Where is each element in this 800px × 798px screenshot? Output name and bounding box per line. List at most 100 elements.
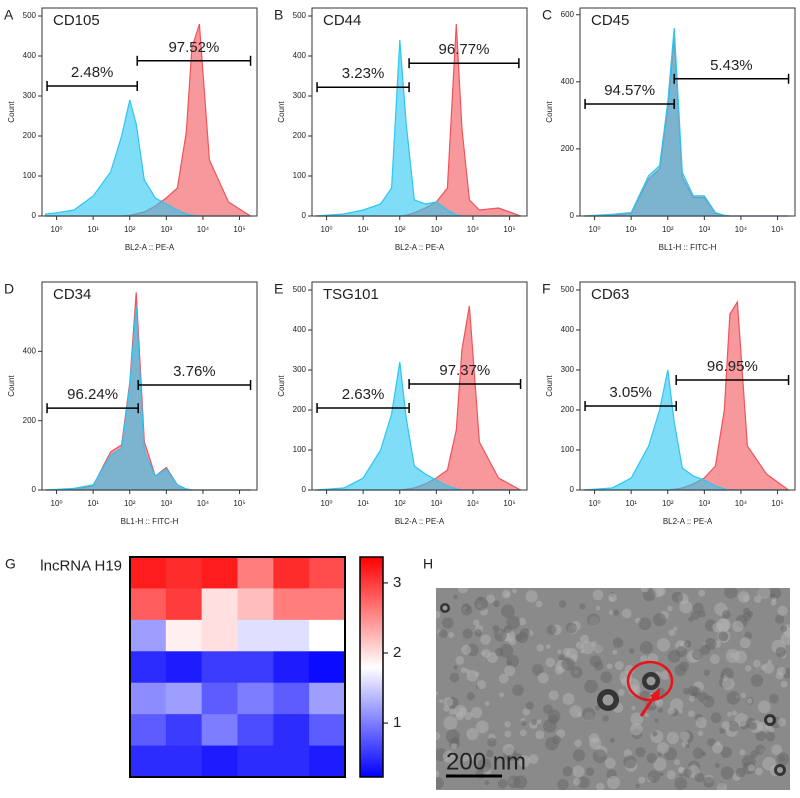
tem-texture (535, 600, 543, 608)
y-tick-label: 0 (32, 211, 37, 220)
tem-texture (750, 750, 758, 758)
heatmap-cell (237, 557, 274, 589)
tem-texture (707, 738, 716, 747)
tem-texture (779, 755, 786, 762)
tem-texture (728, 720, 740, 732)
x-tick-label: 10² (124, 225, 136, 234)
heatmap-cell (130, 651, 167, 684)
tem-texture (683, 687, 690, 695)
x-tick-label: 10² (662, 499, 674, 508)
x-tick-label: 10¹ (357, 225, 369, 234)
tem-vesicle-core (767, 717, 773, 723)
heatmap-cell (309, 745, 346, 778)
tem-texture (580, 634, 590, 644)
x-tick-label: 10⁰ (589, 499, 601, 508)
tem-texture (742, 612, 752, 621)
tem-texture (660, 670, 670, 680)
gate-label: 97.37% (439, 362, 490, 379)
tem-texture (675, 646, 687, 658)
heatmap-cell (273, 714, 310, 747)
heatmap-cell (165, 619, 203, 652)
tem-texture (754, 744, 766, 755)
tem-texture (682, 768, 692, 778)
x-tick-label: 10³ (699, 499, 711, 508)
y-tick-label: 500 (293, 285, 307, 294)
heatmap-cell (273, 619, 310, 652)
x-tick-label: 10⁴ (467, 499, 480, 508)
tem-texture (679, 731, 690, 742)
tem-texture (679, 600, 693, 614)
tem-texture (466, 692, 475, 701)
tem-texture (460, 667, 467, 673)
arrow-shaft (639, 693, 658, 717)
tem-texture (546, 624, 557, 635)
x-tick-label: 10⁴ (197, 499, 210, 508)
y-tick-label: 200 (293, 131, 307, 140)
y-tick-label: 600 (561, 10, 575, 19)
tem-texture (712, 742, 724, 754)
tem-texture (769, 693, 780, 704)
heatmap-cell (309, 619, 346, 652)
x-tick-label: 10³ (161, 225, 173, 234)
tem-texture (502, 743, 515, 756)
highlight-circle (626, 660, 674, 702)
tem-texture (545, 657, 556, 668)
tem-texture (501, 604, 515, 619)
tem-texture (436, 777, 444, 790)
tem-texture (656, 588, 666, 597)
tem-texture (640, 655, 648, 663)
tem-texture (562, 692, 575, 706)
heatmap-cell (165, 557, 203, 589)
heatmap-cell (273, 745, 310, 778)
heatmap-cell (309, 651, 346, 684)
tem-texture (504, 591, 511, 598)
x-tick-label: 10³ (431, 499, 443, 508)
heatmap-cell (201, 557, 238, 589)
histogram-area (315, 23, 521, 217)
tem-texture (775, 647, 786, 658)
tem-texture (612, 649, 618, 656)
tem-texture (765, 732, 776, 742)
heatmap-cell (309, 682, 346, 715)
tem-texture (750, 674, 764, 687)
tem-texture (504, 665, 516, 677)
chart-title: CD44 (323, 12, 361, 29)
tem-texture (453, 665, 458, 670)
tem-texture (531, 664, 544, 676)
tem-texture (586, 613, 600, 627)
tem-texture (623, 755, 637, 769)
heatmap-cell (130, 714, 167, 747)
tem-texture (755, 730, 766, 742)
tem-texture (565, 647, 578, 661)
chart-title: CD34 (53, 286, 91, 303)
tem-texture (467, 754, 475, 762)
tem-texture (607, 776, 620, 789)
tem-texture (504, 721, 511, 728)
tem-texture (497, 778, 508, 789)
tem-image (436, 588, 790, 790)
tem-texture (580, 640, 595, 655)
tem-texture (579, 603, 586, 610)
tem-texture (624, 664, 635, 675)
tem-texture (512, 588, 517, 594)
tem-texture (570, 666, 583, 679)
colorbar (359, 556, 384, 778)
tem-texture (780, 680, 788, 688)
tem-texture (716, 618, 730, 633)
tem-texture (630, 723, 643, 736)
tem-texture (536, 719, 542, 725)
tem-texture (522, 708, 531, 716)
tem-texture (609, 737, 615, 743)
tem-texture (666, 770, 676, 780)
y-axis-label: Count (277, 375, 286, 397)
tem-texture (485, 749, 494, 758)
panel-label: H (423, 556, 433, 572)
tem-texture (484, 780, 490, 786)
tem-texture (771, 744, 783, 756)
x-tick-label: 10¹ (357, 499, 369, 508)
heatmap-cell (237, 651, 274, 684)
arrow-head (650, 688, 660, 700)
tem-texture (442, 750, 456, 764)
x-tick-label: 10⁴ (197, 225, 210, 234)
tem-texture (722, 677, 735, 691)
